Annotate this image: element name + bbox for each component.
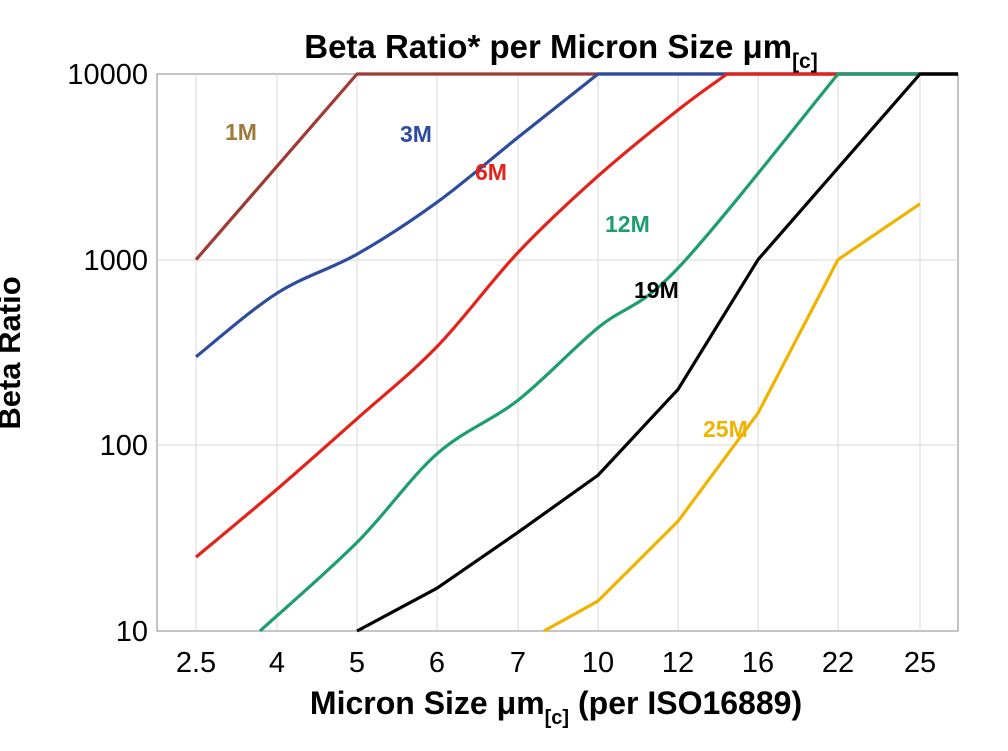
svg-text:3M: 3M bbox=[400, 121, 432, 147]
svg-text:Micron Size μm[c] (per ISO1688: Micron Size μm[c] (per ISO16889) bbox=[310, 685, 802, 729]
svg-text:1000: 1000 bbox=[83, 245, 148, 277]
svg-text:7: 7 bbox=[510, 647, 526, 679]
svg-text:4: 4 bbox=[269, 647, 285, 679]
svg-text:25M: 25M bbox=[703, 416, 748, 442]
svg-text:10000: 10000 bbox=[67, 59, 148, 91]
svg-text:6M: 6M bbox=[475, 159, 507, 185]
svg-text:12: 12 bbox=[662, 647, 694, 679]
svg-text:2.5: 2.5 bbox=[176, 647, 216, 679]
svg-text:6: 6 bbox=[429, 647, 445, 679]
svg-text:100: 100 bbox=[100, 430, 148, 462]
svg-text:10: 10 bbox=[116, 616, 148, 648]
svg-text:25: 25 bbox=[904, 647, 936, 679]
svg-text:Beta Ratio: Beta Ratio bbox=[0, 276, 27, 429]
svg-text:12M: 12M bbox=[605, 211, 650, 237]
svg-text:19M: 19M bbox=[634, 277, 679, 303]
svg-text:5: 5 bbox=[349, 647, 365, 679]
svg-text:22: 22 bbox=[822, 647, 854, 679]
svg-text:Beta Ratio* per Micron Size μm: Beta Ratio* per Micron Size μm[c] bbox=[304, 28, 817, 73]
svg-text:1M: 1M bbox=[225, 119, 257, 145]
svg-text:16: 16 bbox=[742, 647, 774, 679]
svg-text:10: 10 bbox=[582, 647, 614, 679]
